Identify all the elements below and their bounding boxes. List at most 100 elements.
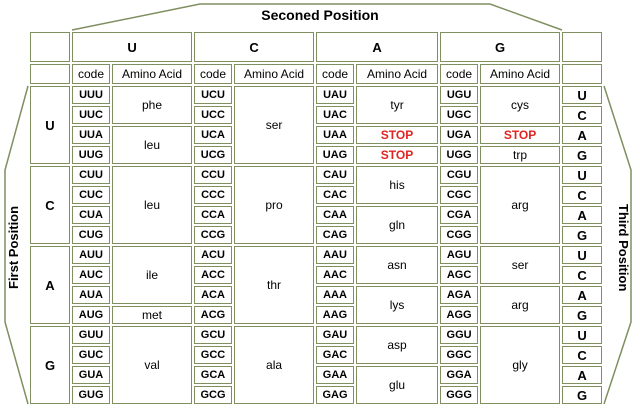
corner-blank [562, 64, 603, 84]
amino-acid-cell: lys [356, 286, 439, 324]
codon-cell: AAG [316, 306, 355, 324]
corner-blank [30, 32, 70, 62]
amino-acid-cell: tyr [356, 86, 439, 124]
codon-cell: AGA [440, 286, 479, 304]
codon-cell: ACC [194, 266, 233, 284]
codon-cell: CUG [72, 226, 110, 244]
third-position-cell: U [562, 166, 603, 184]
second-position-title: Seconed Position [261, 7, 379, 23]
third-position-cell: A [562, 286, 603, 304]
amino-acid-cell: his [356, 166, 439, 204]
table-row: AUA ACA AAA lys AGA arg A [30, 286, 603, 324]
codon-cell: UUA [72, 126, 110, 144]
amino-acid-cell: ser [480, 246, 561, 284]
codon-cell: CAU [316, 166, 355, 184]
codon-cell: GCG [194, 386, 233, 404]
codon-cell: GAU [316, 326, 355, 344]
subheader-row: code Amino Acid code Amino Acid code Ami… [30, 64, 603, 84]
second-position-header-c: C [194, 32, 315, 62]
amino-acid-cell: met [112, 306, 193, 324]
amino-acid-cell: leu [112, 126, 193, 164]
codon-cell: ACG [194, 306, 233, 324]
codon-cell: AAC [316, 266, 355, 284]
codon-cell: CCG [194, 226, 233, 244]
amino-acid-cell: leu [112, 166, 193, 244]
codon-cell: GCC [194, 346, 233, 364]
first-position-cell: C [30, 166, 70, 244]
code-subheader: code [194, 64, 233, 84]
codon-cell: GAA [316, 366, 355, 384]
first-position-label: First Position [6, 205, 21, 290]
stop-codon-cell: UAA [316, 126, 355, 144]
amino-acid-cell: thr [234, 246, 315, 324]
codon-cell: CGA [440, 206, 479, 224]
codon-cell: AAU [316, 246, 355, 264]
codon-cell: CGG [440, 226, 479, 244]
codon-cell: ACA [194, 286, 233, 304]
codon-cell: CAC [316, 186, 355, 204]
codon-cell: AGC [440, 266, 479, 284]
top-bracket-line [71, 3, 563, 31]
code-subheader: code [316, 64, 355, 84]
codon-cell: UGG [440, 146, 479, 164]
amino-acid-cell: val [112, 326, 193, 404]
table-row: UUC UCC UAC UGC C [30, 106, 603, 124]
codon-cell: GGA [440, 366, 479, 384]
codon-cell: AAA [316, 286, 355, 304]
codon-cell: CAG [316, 226, 355, 244]
second-position-header-g: G [440, 32, 561, 62]
codon-cell: UCG [194, 146, 233, 164]
codon-cell: GUA [72, 366, 110, 384]
table-row: C CUU leu CCU pro CAU his CGU arg U [30, 166, 603, 244]
stop-label-cell: STOP [480, 126, 561, 144]
stop-codon-cell: UGA [440, 126, 479, 144]
codon-cell: UAC [316, 106, 355, 124]
codon-cell: GUU [72, 326, 110, 344]
codon-cell: CCA [194, 206, 233, 224]
code-subheader: code [440, 64, 479, 84]
codon-cell: AUA [72, 286, 110, 304]
table-row: UUA leu UCA UAA STOP UGA STOP A [30, 126, 603, 164]
corner-blank [30, 64, 70, 84]
codon-cell: UUU [72, 86, 110, 104]
amino-acid-cell: trp [480, 146, 561, 164]
amino-acid-cell: ala [234, 326, 315, 404]
third-position-cell: C [562, 346, 603, 364]
second-position-header-a: A [316, 32, 439, 62]
codon-cell: AGU [440, 246, 479, 264]
codon-cell: GAC [316, 346, 355, 364]
amino-acid-cell: gln [356, 206, 439, 244]
codon-cell: GCA [194, 366, 233, 384]
codon-cell: CCC [194, 186, 233, 204]
second-position-header-row: U C A G [30, 32, 603, 62]
codon-cell: GUG [72, 386, 110, 404]
amino-acid-cell: ile [112, 246, 193, 304]
codon-cell: AGG [440, 306, 479, 324]
amino-acid-subheader: Amino Acid [112, 64, 193, 84]
stop-label-cell: STOP [356, 126, 439, 144]
third-position-cell: C [562, 266, 603, 284]
third-position-label: Third Position [616, 203, 631, 292]
start-codon-cell: AUG [72, 306, 110, 324]
third-position-cell: U [562, 326, 603, 344]
amino-acid-cell: arg [480, 166, 561, 244]
left-bracket-line [4, 85, 29, 405]
table-row: U UUU phe UCU ser UAU tyr UGU cys U [30, 86, 603, 164]
amino-acid-cell: asn [356, 246, 439, 284]
first-position-cell: A [30, 246, 70, 324]
table-row: A AUU ile ACU thr AAU asn AGU ser U [30, 246, 603, 324]
table-row: CUC CCC CAC CGC C [30, 186, 603, 204]
codon-cell: GUC [72, 346, 110, 364]
table-row: UUG UCG UAG STOP UGG trp G [30, 146, 603, 164]
codon-cell: AUC [72, 266, 110, 284]
codon-cell: UUC [72, 106, 110, 124]
table-row: GUG GCG GAG GGG G [30, 386, 603, 404]
codon-cell: CUA [72, 206, 110, 224]
amino-acid-subheader: Amino Acid [480, 64, 561, 84]
codon-cell: UGC [440, 106, 479, 124]
third-position-cell: G [562, 306, 603, 324]
code-subheader: code [72, 64, 110, 84]
third-position-cell: U [562, 246, 603, 264]
amino-acid-cell: gly [480, 326, 561, 404]
